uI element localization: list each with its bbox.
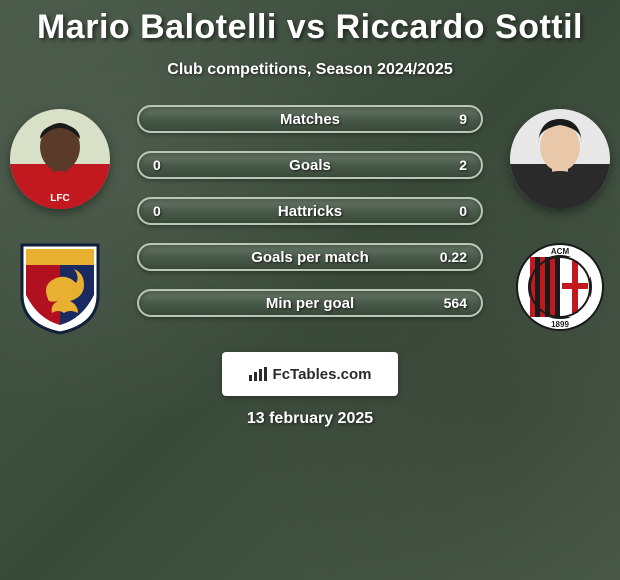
stat-bar: 0 Hattricks 0 xyxy=(137,197,483,225)
svg-text:LFC: LFC xyxy=(50,193,69,204)
comparison-area: LFC xyxy=(0,109,620,349)
stat-value-right: 564 xyxy=(444,295,467,311)
source-label: FcTables.com xyxy=(273,366,372,383)
svg-text:1899: 1899 xyxy=(551,320,569,329)
club-right-badge: ACM 1899 xyxy=(510,237,610,337)
stat-value-right: 9 xyxy=(459,111,467,127)
stat-bar: Goals per match 0.22 xyxy=(137,243,483,271)
subtitle: Club competitions, Season 2024/2025 xyxy=(0,61,620,79)
club-left-badge xyxy=(10,237,110,337)
stat-value-right: 0 xyxy=(459,203,467,219)
stat-bar: Min per goal 564 xyxy=(137,289,483,317)
stat-label: Goals per match xyxy=(251,249,369,266)
player-right-avatar xyxy=(510,109,610,209)
date-label: 13 february 2025 xyxy=(0,410,620,428)
stat-label: Hattricks xyxy=(278,203,342,220)
source-badge: FcTables.com xyxy=(222,352,398,396)
stat-label: Goals xyxy=(289,157,331,174)
chart-icon xyxy=(249,367,267,381)
stat-value-right: 0.22 xyxy=(440,249,467,265)
stat-label: Matches xyxy=(280,111,340,128)
stat-bars: Matches 9 0 Goals 2 0 Hattricks 0 Goals … xyxy=(137,105,483,335)
stat-value-left: 0 xyxy=(153,203,161,219)
stat-value-right: 2 xyxy=(459,157,467,173)
player-left-avatar: LFC xyxy=(10,109,110,209)
stat-label: Min per goal xyxy=(266,295,354,312)
stat-bar: Matches 9 xyxy=(137,105,483,133)
svg-text:ACM: ACM xyxy=(551,247,570,256)
stat-bar: 0 Goals 2 xyxy=(137,151,483,179)
page-title: Mario Balotelli vs Riccardo Sottil xyxy=(0,8,620,47)
stat-value-left: 0 xyxy=(153,157,161,173)
